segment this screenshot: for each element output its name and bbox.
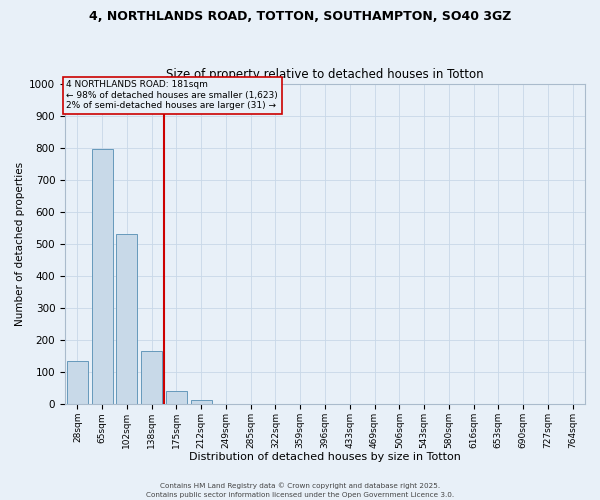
Bar [166,392,187,404]
Bar [191,400,212,404]
Bar [141,352,162,405]
Text: 4 NORTHLANDS ROAD: 181sqm
← 98% of detached houses are smaller (1,623)
2% of sem: 4 NORTHLANDS ROAD: 181sqm ← 98% of detac… [66,80,278,110]
Bar [116,234,137,404]
Title: Size of property relative to detached houses in Totton: Size of property relative to detached ho… [166,68,484,81]
Text: Contains HM Land Registry data © Crown copyright and database right 2025.
Contai: Contains HM Land Registry data © Crown c… [146,482,454,498]
X-axis label: Distribution of detached houses by size in Totton: Distribution of detached houses by size … [189,452,461,462]
Bar [92,150,113,404]
Bar [67,361,88,405]
Text: 4, NORTHLANDS ROAD, TOTTON, SOUTHAMPTON, SO40 3GZ: 4, NORTHLANDS ROAD, TOTTON, SOUTHAMPTON,… [89,10,511,23]
Y-axis label: Number of detached properties: Number of detached properties [15,162,25,326]
